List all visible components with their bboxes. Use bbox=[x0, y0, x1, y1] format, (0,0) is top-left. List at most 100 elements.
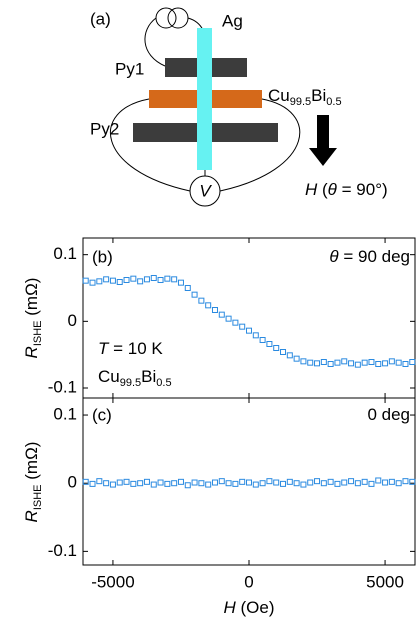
x-axis-label: H (Oe) bbox=[223, 598, 274, 617]
marker bbox=[395, 359, 402, 366]
marker bbox=[225, 315, 232, 322]
marker bbox=[82, 478, 89, 485]
marker bbox=[259, 480, 266, 487]
marker bbox=[327, 478, 334, 485]
marker bbox=[382, 479, 389, 486]
marker bbox=[341, 358, 348, 365]
y-tick-label: 0 bbox=[68, 311, 77, 330]
ag-bar bbox=[197, 28, 212, 170]
marker bbox=[211, 307, 218, 313]
marker bbox=[320, 480, 327, 487]
marker bbox=[246, 479, 252, 486]
marker bbox=[246, 327, 252, 334]
marker bbox=[225, 480, 232, 487]
marker bbox=[239, 323, 246, 330]
y-tick-label: 0.1 bbox=[53, 405, 77, 424]
marker bbox=[382, 360, 389, 367]
marker bbox=[177, 478, 184, 485]
wire bbox=[110, 98, 191, 192]
marker bbox=[177, 279, 184, 286]
chart-b: (b) θ = 90 deg T = 10 K Cu99.5Bi0.5 RISH… bbox=[22, 237, 416, 399]
marker bbox=[266, 341, 273, 347]
coil bbox=[167, 7, 189, 29]
marker bbox=[116, 479, 123, 486]
marker bbox=[334, 359, 341, 366]
x-tick-label: 0 bbox=[244, 572, 253, 591]
marker bbox=[354, 361, 361, 368]
marker bbox=[293, 355, 300, 362]
marker bbox=[211, 479, 218, 486]
marker bbox=[232, 480, 239, 487]
marker bbox=[286, 352, 293, 359]
y-tick-label: 0 bbox=[68, 473, 77, 492]
marker bbox=[320, 359, 327, 365]
marker bbox=[143, 276, 150, 283]
marker bbox=[348, 360, 355, 367]
y-tick-label: -0.1 bbox=[48, 541, 77, 560]
marker bbox=[82, 277, 89, 284]
voltmeter-label: V bbox=[199, 181, 212, 200]
marker bbox=[388, 358, 395, 365]
marker bbox=[89, 480, 96, 487]
panel-label: (c) bbox=[92, 405, 112, 424]
marker bbox=[218, 478, 225, 485]
marker bbox=[157, 479, 164, 486]
annotation: θ = 90 deg bbox=[329, 247, 410, 266]
marker bbox=[164, 480, 171, 487]
annotation: Cu99.5Bi0.5 bbox=[98, 367, 172, 388]
marker bbox=[239, 478, 246, 485]
marker bbox=[171, 276, 178, 283]
marker bbox=[266, 478, 273, 485]
field-arrow bbox=[309, 115, 337, 166]
marker bbox=[361, 359, 368, 366]
ag-label: Ag bbox=[222, 11, 243, 30]
panel-label: (a) bbox=[90, 9, 111, 28]
marker bbox=[184, 285, 191, 291]
marker bbox=[150, 275, 157, 281]
marker bbox=[96, 478, 103, 485]
marker bbox=[388, 478, 395, 485]
marker bbox=[402, 478, 409, 485]
marker bbox=[375, 477, 382, 484]
marker bbox=[259, 337, 266, 343]
marker bbox=[123, 478, 130, 485]
marker bbox=[368, 359, 375, 365]
marker bbox=[96, 278, 103, 285]
marker bbox=[286, 478, 293, 485]
marker bbox=[218, 311, 225, 318]
marker bbox=[171, 480, 178, 487]
wire bbox=[219, 98, 301, 192]
marker bbox=[273, 479, 280, 486]
marker bbox=[280, 480, 287, 487]
marker bbox=[341, 479, 348, 486]
marker bbox=[150, 481, 157, 488]
marker bbox=[198, 480, 205, 487]
marker bbox=[130, 480, 137, 487]
wire bbox=[144, 17, 166, 67]
marker bbox=[307, 479, 314, 486]
y-tick-label: 0.1 bbox=[53, 244, 77, 263]
y-axis-label: RISHE (mΩ) bbox=[22, 278, 43, 359]
marker bbox=[109, 277, 116, 284]
field-label: H (θ = 90°) bbox=[305, 180, 388, 199]
marker bbox=[375, 361, 382, 367]
marker bbox=[300, 481, 307, 488]
py2-label: Py2 bbox=[90, 119, 119, 138]
coil bbox=[155, 7, 177, 29]
marker bbox=[137, 480, 144, 487]
x-tick-label: 5000 bbox=[366, 572, 404, 591]
marker bbox=[198, 297, 205, 304]
y-tick-label: -0.1 bbox=[48, 377, 77, 396]
marker bbox=[137, 278, 144, 285]
marker bbox=[293, 480, 300, 487]
marker bbox=[123, 277, 130, 283]
marker bbox=[300, 358, 307, 365]
cu-label: Cu99.5Bi0.5 bbox=[268, 86, 342, 107]
marker bbox=[327, 361, 334, 367]
x-tick-label: -5000 bbox=[91, 572, 134, 591]
marker bbox=[307, 359, 314, 366]
marker bbox=[334, 480, 341, 487]
marker bbox=[252, 481, 259, 488]
